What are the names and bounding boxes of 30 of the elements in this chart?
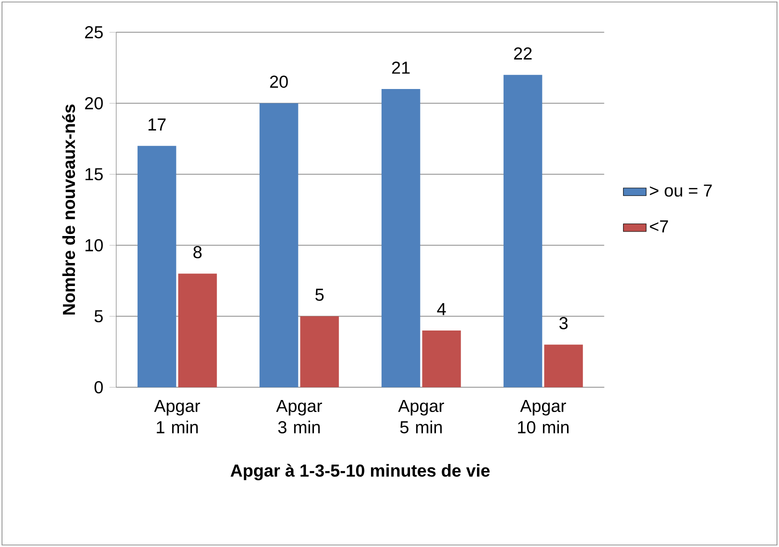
data-label: 5 [315,288,324,301]
data-label: 21 [392,62,410,74]
bar [260,103,298,388]
data-label: 22 [514,47,532,60]
y-tick-label: 0 [94,381,103,394]
y-tick-label: 25 [85,26,103,38]
x-tick-label: Apgar 10 min [518,400,569,434]
legend-label: > ou = 7 [650,184,712,197]
y-tick-label: 10 [86,239,103,252]
x-tick-label: Apgar 1 min [154,400,200,434]
bar [504,74,542,388]
bar [138,146,176,388]
y-tick-label: 15 [86,168,103,180]
y-tick-label: 20 [85,97,103,110]
legend-label: <7 [650,220,668,232]
bar [382,89,420,388]
y-axis-title: Nombre de nouveaux-nés [62,104,76,315]
bar [544,344,583,388]
data-label: 17 [148,118,166,130]
y-tick-label: 5 [94,310,103,322]
x-axis-title: Apgar à 1-3-5-10 minutes de vie [230,464,490,480]
bar [178,274,217,388]
data-label: 8 [193,246,202,258]
x-tick-label: Apgar 3 min [276,400,322,434]
data-label: 4 [437,303,446,316]
bar [422,330,461,388]
data-label: 20 [270,76,288,88]
bar [300,316,339,388]
x-tick-label: Apgar 5 min [398,400,444,434]
data-label: 3 [559,317,568,330]
